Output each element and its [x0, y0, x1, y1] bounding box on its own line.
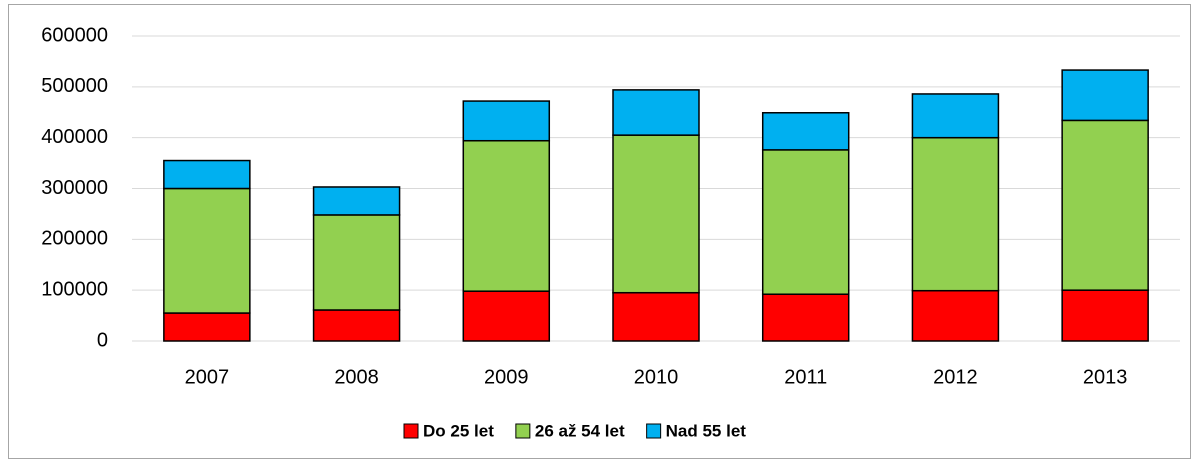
legend-swatch — [403, 423, 419, 439]
bar-segment — [1061, 119, 1149, 291]
bar-segment — [911, 289, 1000, 342]
bar-segment — [1061, 289, 1149, 342]
y-tick-label: 400000 — [41, 126, 108, 148]
bar-segment — [612, 291, 700, 342]
x-tick-label: 2013 — [1083, 366, 1128, 388]
x-tick-label: 2009 — [484, 366, 529, 388]
bar-segment — [312, 186, 401, 216]
bar-segment — [911, 93, 1000, 139]
y-tick-label: 300000 — [41, 177, 108, 199]
bar-segment — [312, 214, 401, 311]
bar-segment — [462, 139, 551, 292]
legend-swatch — [515, 423, 531, 439]
bar-segment — [761, 293, 850, 342]
y-tick-label: 600000 — [41, 24, 108, 46]
y-tick-label: 500000 — [41, 75, 108, 97]
x-tick-label: 2008 — [334, 366, 379, 388]
bar-segment — [163, 187, 251, 314]
bar-segment — [911, 136, 1000, 292]
x-tick-label: 2007 — [185, 366, 230, 388]
y-tick-label: 0 — [97, 329, 108, 351]
legend-swatch — [646, 423, 662, 439]
legend-label: 26 až 54 let — [535, 421, 625, 440]
x-tick-label: 2012 — [933, 366, 978, 388]
bar-segment — [462, 100, 551, 142]
bar-segment — [761, 149, 850, 295]
x-tick-label: 2010 — [634, 366, 679, 388]
legend-label: Do 25 let — [423, 421, 494, 440]
bar-segment — [163, 159, 251, 190]
y-tick-label: 200000 — [41, 228, 108, 250]
bar-segment — [761, 112, 850, 151]
bar-segment — [163, 312, 251, 342]
bar-segment — [612, 89, 700, 136]
bar-segment — [312, 309, 401, 342]
bar-segment — [1061, 69, 1149, 122]
bar-segment — [462, 290, 551, 342]
x-tick-label: 2011 — [784, 366, 827, 388]
y-tick-label: 100000 — [41, 278, 108, 300]
legend-label: Nad 55 let — [666, 421, 747, 440]
bar-segment — [612, 134, 700, 294]
